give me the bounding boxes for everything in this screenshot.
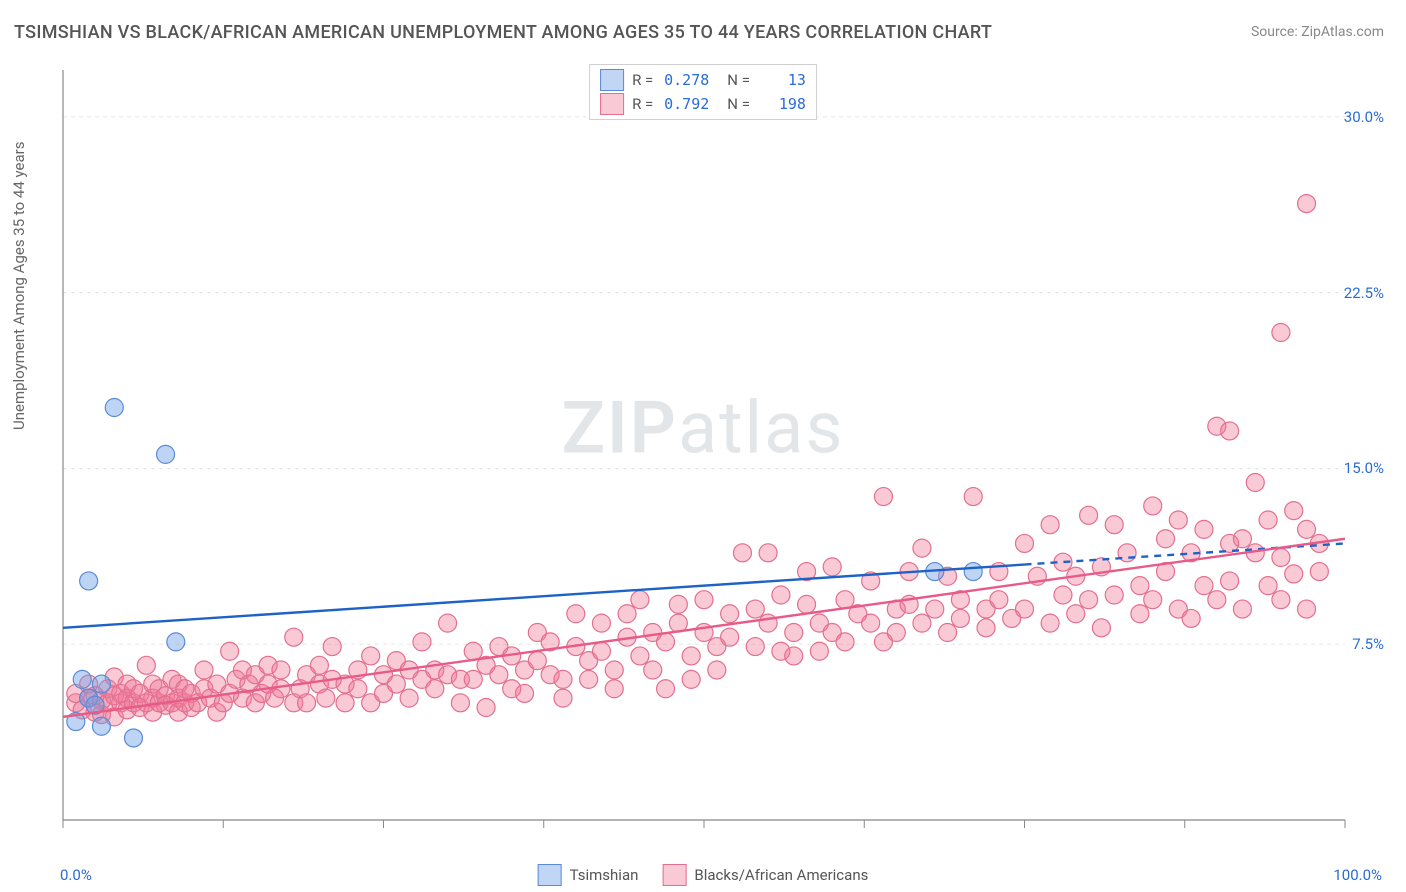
x-axis-min-label: 0.0% xyxy=(60,866,92,884)
r-label: R = xyxy=(632,71,653,89)
legend-item-black: Blacks/African Americans xyxy=(662,864,868,886)
n-value: 13 xyxy=(758,71,806,89)
swatch-pink xyxy=(600,93,624,115)
r-value: 0.792 xyxy=(661,95,709,113)
legend-item-tsimshian: Tsimshian xyxy=(538,864,639,886)
scatter-chart-svg xyxy=(55,62,1395,860)
swatch-pink xyxy=(662,864,686,886)
x-axis-max-label: 100.0% xyxy=(1333,866,1382,884)
y-axis-label: Unemployment Among Ages 35 to 44 years xyxy=(10,142,28,430)
y-tick-label: 7.5% xyxy=(1352,635,1384,653)
correlation-legend: R = 0.278 N = 13 R = 0.792 N = 198 xyxy=(589,64,817,120)
series-legend: Tsimshian Blacks/African Americans xyxy=(538,864,869,886)
n-label: N = xyxy=(727,71,750,89)
page-title: TSIMSHIAN VS BLACK/AFRICAN AMERICAN UNEM… xyxy=(14,22,992,43)
chart-area xyxy=(55,62,1395,860)
y-tick-label: 30.0% xyxy=(1344,108,1384,126)
swatch-blue xyxy=(600,69,624,91)
swatch-blue xyxy=(538,864,562,886)
legend-row-tsimshian: R = 0.278 N = 13 xyxy=(600,68,806,92)
legend-label: Tsimshian xyxy=(570,866,639,884)
legend-label: Blacks/African Americans xyxy=(694,866,868,884)
y-tick-label: 22.5% xyxy=(1344,284,1384,302)
n-label: N = xyxy=(727,95,750,113)
r-label: R = xyxy=(632,95,653,113)
r-value: 0.278 xyxy=(661,71,709,89)
y-tick-label: 15.0% xyxy=(1344,459,1384,477)
source-attribution: Source: ZipAtlas.com xyxy=(1251,24,1384,40)
legend-row-black: R = 0.792 N = 198 xyxy=(600,92,806,116)
n-value: 198 xyxy=(758,95,806,113)
